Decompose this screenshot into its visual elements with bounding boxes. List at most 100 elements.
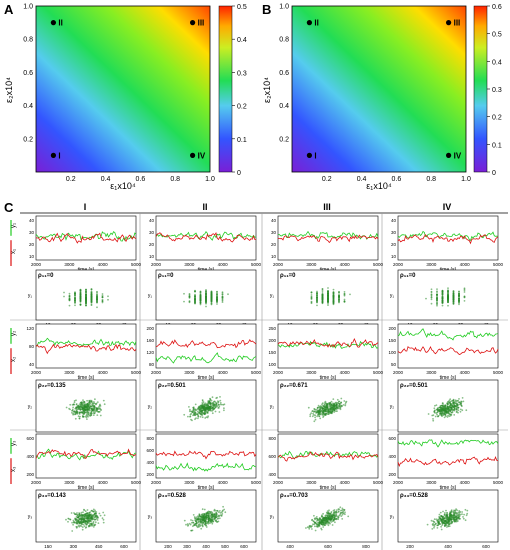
scatter-point: [310, 294, 313, 296]
scatter-point: [333, 407, 336, 410]
scatter-point: [310, 291, 313, 294]
scatter-point: [451, 405, 454, 407]
timeseries-plot: [397, 323, 499, 369]
scatter-point: [433, 407, 436, 410]
scatter-point: [436, 299, 438, 302]
scatter-point: [84, 521, 87, 523]
scatter-xtick: 600: [324, 544, 332, 549]
scatter-point: [94, 398, 96, 401]
colorbar-tick: 0.4: [237, 37, 247, 44]
scatter-point: [76, 512, 78, 514]
scatter-point: [343, 291, 346, 293]
scatter-point: [326, 518, 329, 521]
scatter-point: [85, 416, 88, 419]
scatter-point: [312, 523, 314, 526]
ts-xlabel: time (s): [78, 375, 95, 381]
scatter-point: [333, 517, 336, 519]
scatter-point: [211, 412, 214, 415]
scatter-point: [310, 526, 312, 528]
scatter-point: [339, 406, 342, 409]
series-y-label: y₂: [11, 330, 17, 336]
scatter-point: [194, 403, 197, 406]
scatter-point: [457, 411, 459, 414]
scatter-point: [305, 527, 307, 529]
series-y-label: y₃: [11, 440, 17, 446]
scatter-point: [222, 509, 224, 512]
scatter-point: [102, 521, 105, 524]
scatter-point: [79, 294, 82, 297]
scatter-point: [453, 404, 456, 407]
scatter-point: [83, 412, 86, 415]
scatter-ylabel: y₃: [390, 514, 395, 520]
scatter-point: [341, 507, 344, 510]
scatter-point: [221, 403, 223, 406]
scatter-point: [325, 520, 328, 523]
scatter-point: [322, 415, 325, 417]
scatter-point: [205, 293, 207, 296]
scatter-point: [447, 414, 449, 417]
scatter-point: [205, 524, 207, 527]
scatter-point: [464, 508, 467, 511]
scatter-point: [436, 519, 439, 522]
heatmap-ytick: 1.0: [23, 4, 33, 11]
scatter-point: [194, 301, 196, 304]
scatter-point: [223, 403, 226, 406]
scatter-point: [439, 406, 441, 409]
scatter-point: [455, 408, 458, 411]
scatter-point: [199, 295, 202, 297]
ts-ytick: 120: [26, 326, 34, 331]
scatter-point: [455, 411, 458, 413]
scatter-point: [194, 289, 196, 292]
ts-xlabel: time (s): [78, 485, 95, 491]
scatter-point: [327, 301, 329, 303]
colorbar-tick: 0.5: [492, 32, 502, 39]
ts-xlabel: time (s): [440, 485, 457, 491]
colorbar-tick: 0.1: [237, 137, 247, 144]
scatter-point: [201, 524, 204, 527]
scatter-point: [453, 518, 455, 521]
scatter-point: [88, 414, 91, 417]
scatter-point: [76, 522, 78, 525]
ts-ytick: 40: [149, 218, 155, 223]
scatter-point: [188, 293, 191, 296]
scatter-point: [443, 406, 445, 408]
scatter-point: [207, 412, 209, 414]
scatter-point: [328, 509, 330, 512]
scatter-point: [316, 301, 318, 304]
scatter-point: [325, 516, 327, 519]
scatter-xtick: 200: [164, 544, 172, 549]
scatter-point: [86, 509, 89, 511]
scatter-point: [214, 406, 217, 409]
scatter-point: [74, 295, 76, 297]
heatmap-b-xlabel: ε₁x10⁴: [366, 181, 392, 191]
scatter-point: [322, 404, 324, 407]
scatter-point: [319, 517, 322, 520]
scatter-point: [84, 513, 87, 515]
scatter-point: [183, 519, 186, 522]
scatter-point: [452, 303, 455, 305]
scatter-point: [187, 415, 189, 418]
scatter-point: [81, 407, 84, 410]
scatter-point: [68, 517, 70, 520]
scatter-point: [90, 405, 92, 408]
scatter-point: [318, 410, 321, 412]
ts-xtick: 5000: [251, 262, 262, 267]
scatter-point: [197, 520, 200, 523]
scatter-point: [65, 518, 67, 521]
scatter-point: [437, 521, 439, 524]
scatter-point: [336, 410, 338, 412]
series-x-label: x₃: [11, 466, 17, 472]
ts-ytick: 30: [391, 230, 397, 235]
scatter-point: [208, 517, 210, 520]
scatter-point: [321, 299, 324, 302]
scatter-point: [221, 298, 224, 301]
ts-xtick: 4000: [218, 262, 229, 267]
scatter-point: [435, 404, 438, 406]
scatter-point: [71, 408, 74, 411]
heatmap-b-area: [291, 5, 467, 173]
ts-xtick: 4000: [340, 262, 351, 267]
scatter-point: [433, 518, 436, 521]
scatter-point: [349, 293, 351, 296]
red-series-line: [155, 231, 257, 243]
scatter-point: [338, 514, 341, 517]
